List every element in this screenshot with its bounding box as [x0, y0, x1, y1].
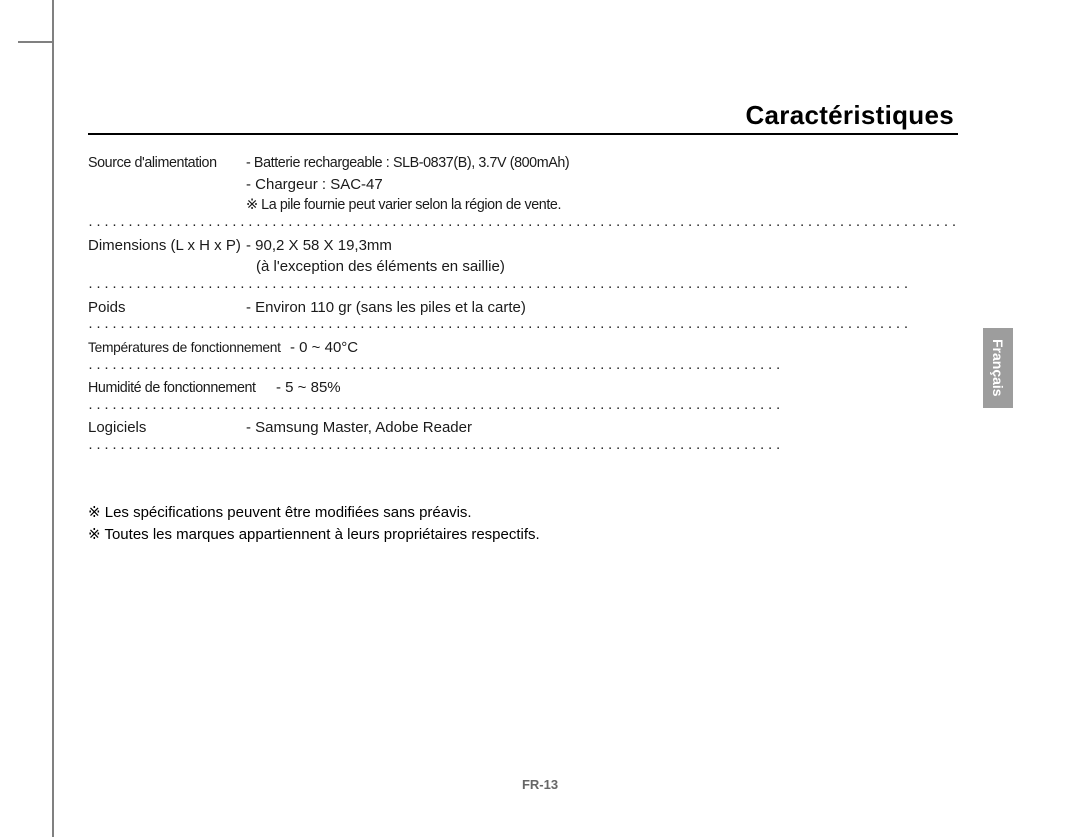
spec-value-dimensions-2: (à l'exception des éléments en saillie)	[246, 256, 958, 278]
spec-value-temp: - 0 ~ 40°C	[290, 337, 958, 359]
footnote-2: ※ Toutes les marques appartiennent à leu…	[88, 524, 958, 547]
divider-dots: ········································…	[88, 282, 958, 293]
spec-label-power: Source d'alimentation	[88, 153, 246, 174]
spec-row-power-3: ※ La pile fournie peut varier selon la r…	[88, 195, 958, 216]
spec-row-dimensions: Dimensions (L x H x P) - 90,2 X 58 X 19,…	[88, 235, 958, 257]
spec-value-dimensions-1: - 90,2 X 58 X 19,3mm	[246, 235, 958, 257]
spec-value-software: - Samsung Master, Adobe Reader	[246, 417, 958, 439]
spec-label-weight: Poids	[88, 297, 246, 319]
spec-row-humidity: Humidité de fonctionnement - 5 ~ 85%	[88, 377, 958, 399]
footnote-1: ※ Les spécifications peuvent être modifi…	[88, 502, 958, 525]
divider-dots: ········································…	[88, 220, 958, 231]
page-crop-left	[52, 0, 54, 837]
spec-row-weight: Poids - Environ 110 gr (sans les piles e…	[88, 297, 958, 319]
spec-row-temp: Températures de fonctionnement - 0 ~ 40°…	[88, 337, 958, 359]
divider-dots: ········································…	[88, 443, 958, 454]
spec-value-power-3: ※ La pile fournie peut varier selon la r…	[246, 195, 958, 216]
spec-row-power-2: - Chargeur : SAC-47	[88, 174, 958, 196]
spec-value-power-1: - Batterie rechargeable : SLB-0837(B), 3…	[246, 153, 958, 174]
divider-dots: ········································…	[88, 403, 958, 414]
page-content: Caractéristiques Source d'alimentation -…	[88, 100, 958, 547]
divider-dots: ········································…	[88, 363, 958, 374]
spec-label-dimensions: Dimensions (L x H x P)	[88, 235, 246, 257]
spec-value-humidity: - 5 ~ 85%	[276, 377, 958, 399]
spec-row-dimensions-2: (à l'exception des éléments en saillie)	[88, 256, 958, 278]
page-crop-top	[18, 41, 53, 43]
spec-row-software: Logiciels - Samsung Master, Adobe Reader	[88, 417, 958, 439]
footnotes: ※ Les spécifications peuvent être modifi…	[88, 502, 958, 547]
spec-value-power-2: - Chargeur : SAC-47	[246, 174, 958, 196]
spec-value-weight: - Environ 110 gr (sans les piles et la c…	[246, 297, 958, 319]
spec-label-humidity: Humidité de fonctionnement	[88, 378, 276, 399]
divider-dots: ········································…	[88, 322, 958, 333]
spec-label-temp: Températures de fonctionnement	[88, 338, 290, 358]
page-number: FR-13	[0, 777, 1080, 792]
spec-row-power: Source d'alimentation - Batterie recharg…	[88, 153, 958, 174]
page-title: Caractéristiques	[88, 100, 958, 135]
spec-label-software: Logiciels	[88, 417, 246, 439]
language-tab: Français	[983, 328, 1013, 408]
